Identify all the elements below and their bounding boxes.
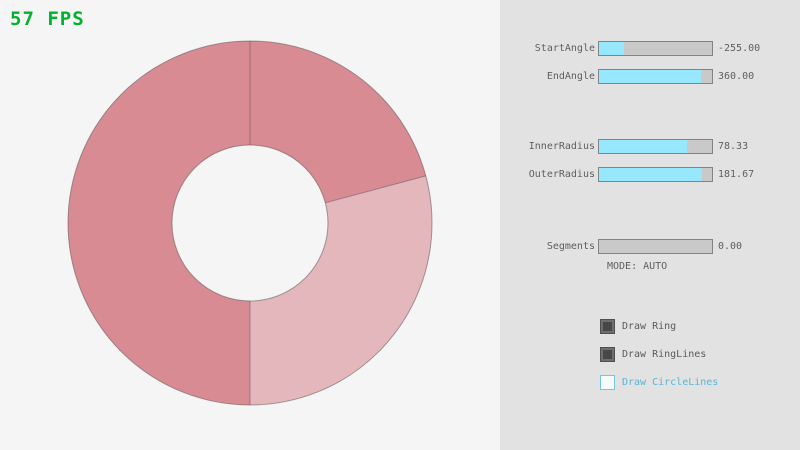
inner-radius-slider-fill [599,140,688,153]
segments-label: Segments [546,241,595,252]
draw-ringlines-checkbox[interactable] [600,347,615,362]
ring-inner-outline [171,144,329,302]
ring-sector-light [250,175,433,405]
ring-sector-dark [68,41,426,405]
inner-radius-slider[interactable] [598,139,713,154]
controls-panel: StartAngle -255.00 EndAngle 360.00 Inner… [500,0,800,450]
inner-radius-row: InnerRadius 78.33 [500,139,800,154]
outer-radius-slider-fill [599,168,702,181]
draw-ring-checkbox-label: Draw Ring [622,321,677,332]
end-angle-value: 360.00 [718,71,755,82]
outer-radius-label: OuterRadius [528,169,595,180]
segments-mode-status: MODE: AUTO [607,261,668,272]
segments-slider[interactable] [598,239,713,254]
start-angle-label: StartAngle [534,43,595,54]
drawing-canvas: 57 FPS [10,8,433,406]
start-angle-slider-fill [599,42,624,55]
end-angle-slider[interactable] [598,69,713,84]
end-angle-row: EndAngle 360.00 [500,69,800,84]
outer-radius-row: OuterRadius 181.67 [500,167,800,182]
segments-row: Segments 0.00 [500,239,800,254]
outer-radius-slider[interactable] [598,167,713,182]
segments-value: 0.00 [718,241,743,252]
start-angle-value: -255.00 [718,43,761,54]
draw-circlelines-checkbox[interactable] [600,375,615,390]
draw-ringlines-checkbox-label: Draw RingLines [622,349,707,360]
fps-counter: 57 FPS [10,8,85,30]
end-angle-label: EndAngle [546,71,595,82]
draw-circlelines-checkbox-label: Draw CircleLines [622,377,719,388]
inner-radius-label: InnerRadius [528,141,595,152]
outer-radius-value: 181.67 [718,169,755,180]
checkbox-check-icon [603,322,612,331]
draw-ring-checkbox[interactable] [600,319,615,334]
start-angle-row: StartAngle -255.00 [500,41,800,56]
ring-graphic [67,40,433,406]
start-angle-slider[interactable] [598,41,713,56]
checkbox-check-icon [603,350,612,359]
inner-radius-value: 78.33 [718,141,749,152]
ring-radial-lines [249,41,426,405]
end-angle-slider-fill [599,70,701,83]
